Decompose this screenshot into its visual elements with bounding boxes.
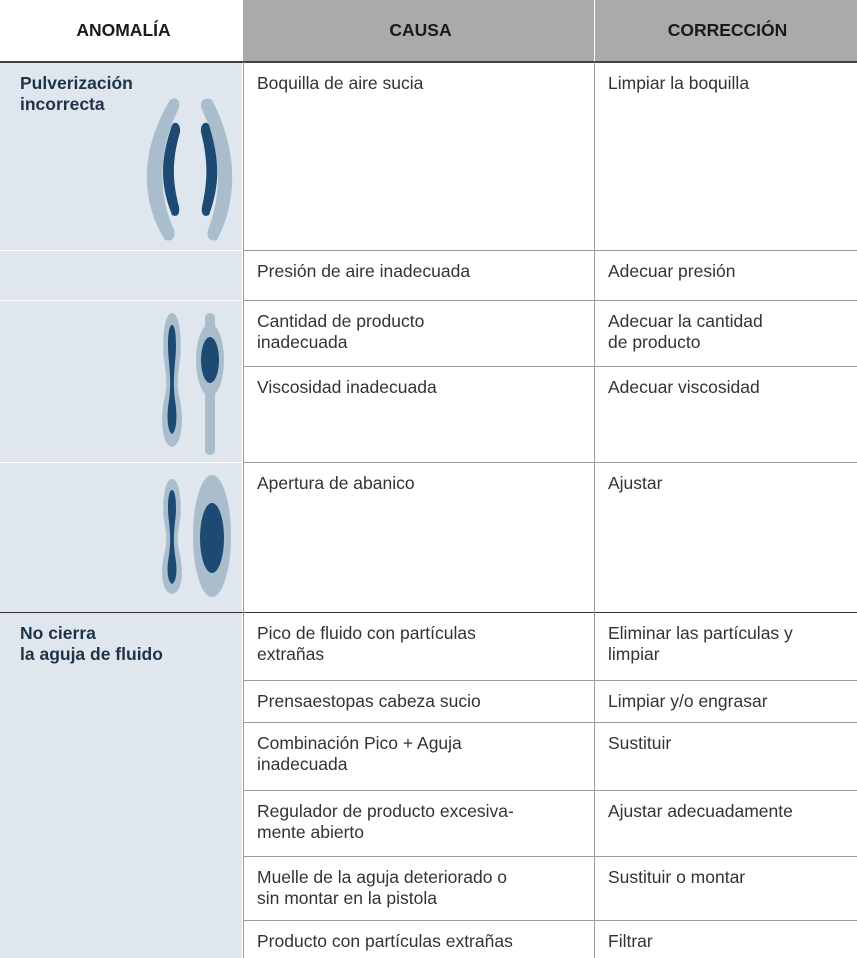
cause-cell: Regulador de producto excesiva-mente abi… — [243, 790, 594, 843]
text-line: Pulverización — [20, 73, 133, 93]
text-line: Cantidad de producto — [257, 311, 425, 331]
row-rule — [243, 250, 857, 251]
row-rule — [243, 856, 857, 857]
text-line: Filtrar — [608, 931, 653, 951]
cause-cell: Prensaestopas cabeza sucio — [243, 680, 594, 712]
anomaly-cell: No cierra la aguja de fluido — [0, 612, 243, 958]
cause-cell: Muelle de la aguja deteriorado o sin mont… — [243, 856, 594, 909]
text-line: Eliminar las partículas y — [608, 623, 793, 643]
text-line: sin montar en la pistola — [257, 888, 437, 908]
text-line: Prensaestopas cabeza sucio — [257, 691, 481, 711]
text-line: Adecuar la cantidad — [608, 311, 763, 331]
cause-cell: Producto con partículas extrañas — [243, 920, 594, 952]
header-cell: ANOMALÍA — [76, 20, 171, 40]
text-line: Muelle de la aguja deteriorado o — [257, 867, 508, 887]
correction-cell: Sustituir o montar — [594, 856, 857, 888]
anomaly-cell: Pulverización incorrecta — [0, 62, 243, 250]
text-line: Adecuar viscosidad — [608, 377, 760, 397]
spray-icon-narrow — [162, 313, 224, 455]
anomaly-cell-bg — [0, 613, 242, 958]
correction-cell: Eliminar las partículas y limpiar — [594, 612, 857, 665]
anomaly-cell-bg — [0, 251, 242, 300]
text-line: inadecuada — [257, 332, 348, 352]
row-rule — [0, 612, 857, 613]
spray-icon-crescent — [146, 98, 233, 241]
text-line: Regulador de producto excesiva- — [257, 801, 514, 821]
text-line: mente abierto — [257, 822, 365, 842]
text-line: Combinación Pico + Aguja — [257, 733, 462, 753]
cause-cell: Pico de fluido con partículas extrañas — [243, 612, 594, 665]
text-line: Pico de fluido con partículas — [257, 623, 476, 643]
row-rule — [243, 790, 857, 791]
text-line: Limpiar la boquilla — [608, 73, 750, 93]
anomaly-cell-bg — [0, 63, 242, 250]
row-rule — [243, 462, 857, 463]
cause-cell: Apertura de abanico — [243, 462, 594, 494]
correction-cell: Filtrar — [594, 920, 857, 952]
correction-cell: Limpiar la boquilla — [594, 62, 857, 94]
text-line: Ajustar — [608, 473, 663, 493]
text-line: extrañas — [257, 644, 325, 664]
correction-cell: Ajustar adecuadamente — [594, 790, 857, 822]
text-line: Viscosidad inadecuada — [257, 377, 437, 397]
text-line: la aguja de fluido — [20, 644, 163, 664]
correction-cell: Sustituir — [594, 722, 857, 754]
correction-cell: Adecuar la cantidad de producto — [594, 300, 857, 353]
spray-icon-wide — [162, 475, 231, 597]
col-rule — [594, 62, 595, 958]
row-rule — [243, 722, 857, 723]
row-rule — [243, 680, 857, 681]
correction-cell: Adecuar viscosidad — [594, 366, 857, 398]
header-divider — [594, 0, 595, 61]
text-line: limpiar — [608, 644, 660, 664]
header-bg — [243, 0, 857, 61]
row-rule — [243, 300, 857, 301]
text-line: Adecuar presión — [608, 261, 736, 281]
correction-cell: Ajustar — [594, 462, 857, 494]
header-cell: CAUSA — [389, 20, 452, 40]
text-line: Sustituir o montar — [608, 867, 746, 887]
col-rule — [243, 62, 244, 958]
cause-cell: Combinación Pico + Aguja inadecuada — [243, 722, 594, 775]
cause-cell: Cantidad de producto inadecuada — [243, 300, 594, 353]
text-line: Limpiar y/o engrasar — [608, 691, 768, 711]
text-line: No cierra — [20, 623, 96, 643]
cause-cell: Boquilla de aire sucia — [243, 62, 594, 94]
row-rule — [0, 300, 243, 301]
cause-cell: Presión de aire inadecuada — [243, 250, 594, 282]
text-line: de producto — [608, 332, 701, 352]
text-line: incorrecta — [20, 94, 105, 114]
header-cell: CORRECCIÓN — [667, 20, 788, 40]
correction-cell: Limpiar y/o engrasar — [594, 680, 857, 712]
text-line: inadecuada — [257, 754, 348, 774]
text-line: Ajustar adecuadamente — [608, 801, 793, 821]
text-line: Apertura de abanico — [257, 473, 415, 493]
cause-cell: Viscosidad inadecuada — [243, 366, 594, 398]
row-rule — [0, 462, 243, 463]
header-rule — [0, 61, 857, 63]
correction-cell: Adecuar presión — [594, 250, 857, 282]
row-rule — [243, 920, 857, 921]
row-rule — [0, 250, 243, 251]
row-rule — [243, 366, 857, 367]
text-line: Presión de aire inadecuada — [257, 261, 471, 281]
text-line: Sustituir — [608, 733, 672, 753]
text-line: Producto con partículas extrañas — [257, 931, 513, 951]
text-line: Boquilla de aire sucia — [257, 73, 424, 93]
